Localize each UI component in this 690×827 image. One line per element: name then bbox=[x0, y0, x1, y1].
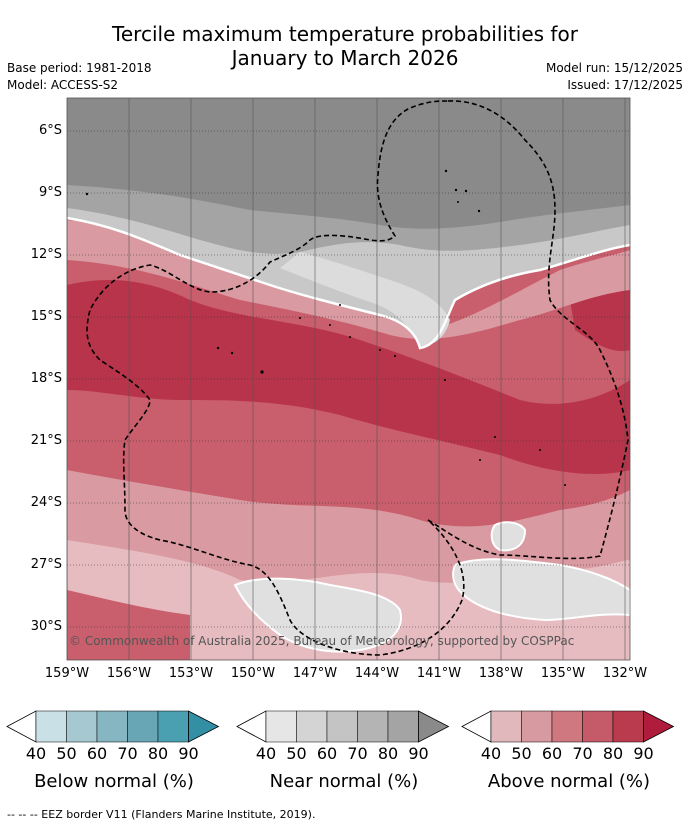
lon-label: 153°W bbox=[168, 666, 214, 681]
colorbar-segment bbox=[521, 710, 553, 743]
eez-border bbox=[86, 100, 629, 656]
colorbar-segment bbox=[35, 710, 67, 743]
colorbar-segment bbox=[612, 710, 644, 743]
map-title: Tercile maximum temperature probabilitie… bbox=[0, 22, 690, 70]
lon-label: 135°W bbox=[540, 666, 586, 681]
tercile-boundary bbox=[67, 216, 630, 350]
lat-label: 6°S bbox=[38, 123, 62, 138]
issued-date: Issued: 17/12/2025 bbox=[567, 78, 683, 92]
near-normal-colorbar bbox=[236, 710, 450, 743]
model-name: Model: ACCESS-S2 bbox=[7, 78, 119, 92]
map-field bbox=[67, 98, 630, 660]
eez-footnote: -- -- -- EEZ border V11 (Flanders Marine… bbox=[7, 808, 316, 821]
colorbar-tick-label: 90 bbox=[408, 744, 429, 763]
below-normal-colorbar bbox=[6, 710, 220, 743]
colorbar-extend-high bbox=[418, 710, 450, 743]
lon-label: 156°W bbox=[106, 666, 152, 681]
lon-label: 144°W bbox=[354, 666, 400, 681]
lat-label: 24°S bbox=[30, 495, 62, 510]
colorbar-tick-label: 40 bbox=[25, 744, 47, 763]
above-normal-core-east bbox=[570, 288, 630, 351]
colorbar-tick-label: 60 bbox=[316, 744, 338, 763]
colorbar-segment bbox=[357, 710, 389, 743]
map-grid bbox=[67, 98, 630, 660]
islands bbox=[85, 169, 566, 486]
colorbar-tick-label: 40 bbox=[480, 744, 502, 763]
lat-label: 30°S bbox=[30, 619, 62, 634]
colorbar-tick-label: 40 bbox=[255, 744, 277, 763]
colorbar-tick-label: 50 bbox=[56, 744, 77, 763]
above-normal-colorbar bbox=[461, 710, 675, 743]
base-period: Base period: 1981-2018 bbox=[7, 61, 152, 75]
lat-label: 18°S bbox=[30, 371, 62, 386]
colorbar-extend-low bbox=[236, 710, 267, 743]
map-frame bbox=[66, 97, 631, 661]
colorbar-segment bbox=[387, 710, 419, 743]
colorbar-extend-low bbox=[6, 710, 37, 743]
colorbar-tick-label: 50 bbox=[286, 744, 307, 763]
colorbar-segment bbox=[66, 710, 98, 743]
colorbar-extend-high bbox=[188, 710, 220, 743]
copyright-notice: © Commonwealth of Australia 2025, Bureau… bbox=[69, 634, 575, 648]
colorbar-segment bbox=[96, 710, 128, 743]
colorbar-segment bbox=[326, 710, 358, 743]
lon-label: 132°W bbox=[602, 666, 648, 681]
lat-label: 15°S bbox=[30, 309, 62, 324]
lon-label: 138°W bbox=[478, 666, 524, 681]
colorbar-tick-label: 60 bbox=[86, 744, 108, 763]
colorbar-tick-label: 50 bbox=[511, 744, 532, 763]
above-normal-core bbox=[67, 280, 630, 475]
colorbar-extend-high bbox=[643, 710, 675, 743]
lat-label: 27°S bbox=[30, 557, 62, 572]
colorbar-tick-label: 70 bbox=[117, 744, 138, 763]
below-normal-label: Below normal (%) bbox=[34, 771, 194, 792]
colorbar-extend-low bbox=[461, 710, 492, 743]
near-normal-dark bbox=[67, 98, 630, 229]
colorbar-tick-label: 80 bbox=[147, 744, 169, 763]
near-normal-label: Near normal (%) bbox=[269, 771, 419, 792]
run-info: Model run: 15/12/2025 Issued: 17/12/2025 bbox=[546, 60, 683, 94]
colorbar-segment bbox=[127, 710, 159, 743]
colorbar-segment bbox=[551, 710, 583, 743]
lat-label: 12°S bbox=[30, 247, 62, 262]
colorbar-tick-label: 80 bbox=[602, 744, 624, 763]
colorbar-segment bbox=[296, 710, 328, 743]
title-line-2: January to March 2026 bbox=[231, 46, 459, 70]
above-normal-southwest bbox=[67, 590, 190, 660]
colorbar-tick-label: 60 bbox=[541, 744, 563, 763]
lon-label: 150°W bbox=[230, 666, 276, 681]
colorbar-tick-label: 70 bbox=[347, 744, 368, 763]
lat-label: 9°S bbox=[38, 185, 62, 200]
colorbar-segment bbox=[265, 710, 297, 743]
near-normal-patch-southeast bbox=[452, 558, 630, 622]
title-line-1: Tercile maximum temperature probabilitie… bbox=[112, 22, 578, 46]
above-normal-label: Above normal (%) bbox=[487, 771, 651, 792]
above-normal-light-north bbox=[67, 220, 630, 340]
colorbar-tick-label: 80 bbox=[377, 744, 399, 763]
near-normal-patch-south bbox=[233, 577, 402, 653]
near-normal-light-tongue bbox=[280, 252, 450, 346]
colorbar-tick-label: 90 bbox=[633, 744, 654, 763]
colorbar-segment bbox=[490, 710, 522, 743]
lat-label: 21°S bbox=[30, 433, 62, 448]
lon-label: 141°W bbox=[416, 666, 462, 681]
lon-label: 147°W bbox=[292, 666, 338, 681]
lon-label: 159°W bbox=[44, 666, 90, 681]
model-info: Base period: 1981-2018 Model: ACCESS-S2 bbox=[7, 60, 152, 94]
model-run-date: Model run: 15/12/2025 bbox=[545, 61, 683, 75]
colorbar-segment bbox=[157, 710, 189, 743]
colorbar-tick-label: 70 bbox=[572, 744, 593, 763]
colorbar-tick-label: 90 bbox=[178, 744, 199, 763]
colorbar-segment bbox=[582, 710, 614, 743]
near-normal-patch-small bbox=[490, 521, 527, 552]
